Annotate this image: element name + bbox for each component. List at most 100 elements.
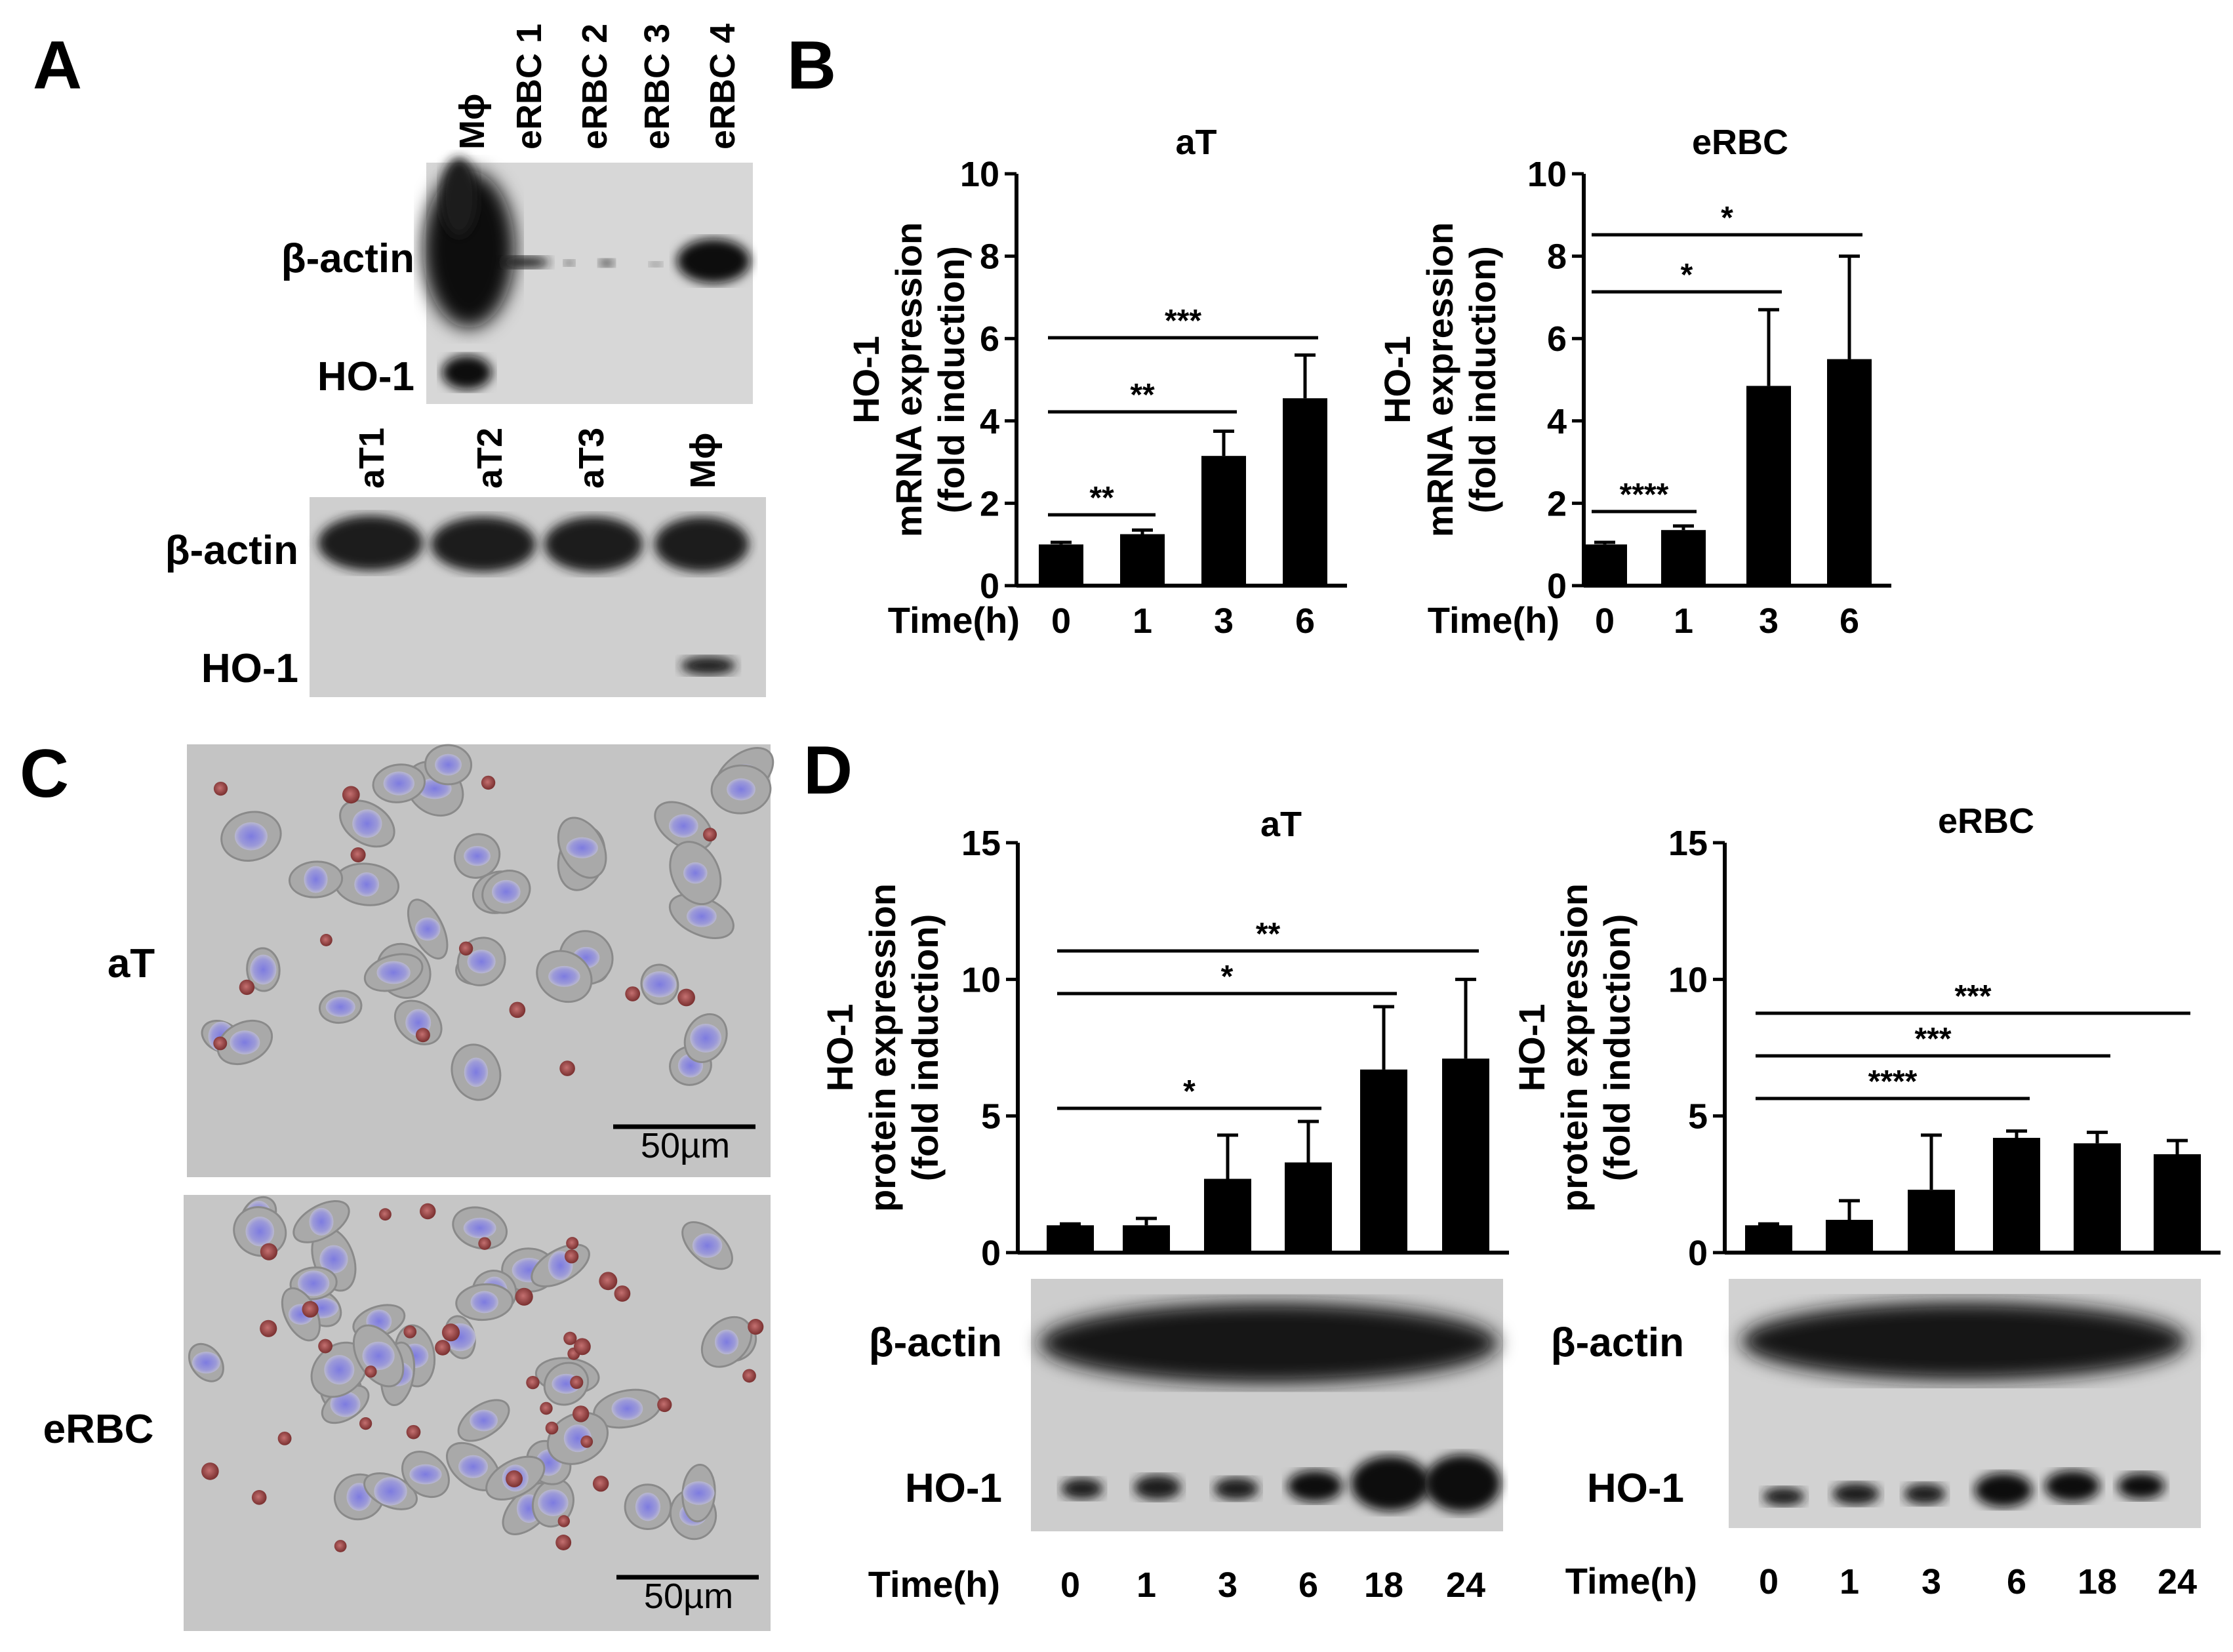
cell-nucleus: [324, 1355, 355, 1385]
x-tick-label: 0: [1051, 601, 1071, 641]
y-tick-label: 4: [980, 402, 999, 441]
cell-nucleus: [548, 965, 580, 987]
red-blood-cell: [251, 1489, 267, 1505]
blot-row-label: β-actin: [281, 236, 414, 281]
micrograph-at: 50µm: [187, 744, 775, 1177]
bar: [1582, 544, 1627, 586]
y-axis-label: protein expression: [1554, 883, 1595, 1212]
red-blood-cell: [260, 1243, 278, 1260]
panel-letter-d: D: [803, 733, 853, 809]
significance-label: *: [1221, 959, 1234, 994]
red-blood-cell: [481, 775, 496, 790]
bar: [1201, 456, 1246, 586]
y-tick-label: 0: [1688, 1234, 1708, 1273]
western-blot-d-erbc: [1729, 1279, 2201, 1528]
cell-nucleus: [383, 771, 414, 796]
western-blot-bottom: [310, 497, 766, 697]
y-tick-label: 2: [980, 484, 999, 523]
panel-letter-a: A: [33, 28, 82, 104]
cell-nucleus: [435, 754, 462, 776]
cell-nucleus: [635, 1492, 661, 1521]
red-blood-cell: [572, 1405, 590, 1422]
cell-nucleus: [470, 1291, 498, 1314]
y-tick-label: 0: [1547, 567, 1567, 606]
y-tick-label: 0: [980, 567, 999, 606]
micrograph-erbc: 50µm: [184, 1195, 771, 1631]
cell-nucleus: [304, 866, 328, 893]
red-blood-cell: [319, 934, 332, 946]
y-axis-label: protein expression: [862, 883, 903, 1212]
x-tick-label: 3: [1759, 601, 1779, 641]
cell-nucleus: [668, 814, 698, 838]
red-blood-cell: [201, 1462, 219, 1480]
significance-label: *: [1721, 201, 1733, 235]
red-blood-cell: [566, 1237, 579, 1250]
red-blood-cell: [599, 1272, 618, 1291]
x-axis-label: Time(h): [868, 1563, 1000, 1605]
x-tick-label: 24: [2158, 1562, 2197, 1602]
y-tick-label: 6: [1547, 319, 1567, 359]
lane-label: eRBC 3: [637, 24, 677, 150]
western-blot-top: [423, 157, 753, 404]
red-blood-cell: [318, 1339, 333, 1354]
red-blood-cell: [277, 1431, 292, 1445]
blot-row-label: HO-1: [1587, 1466, 1684, 1511]
lane-label: eRBC 4: [703, 24, 742, 150]
red-blood-cell: [509, 1001, 526, 1018]
x-tick-label: 3: [1218, 1565, 1237, 1605]
y-tick-label: 5: [981, 1097, 1001, 1137]
blot-row-label: β-actin: [165, 528, 298, 573]
cell-nucleus: [362, 1341, 395, 1371]
y-axis-label: HO-1: [819, 1004, 860, 1092]
y-tick-label: 4: [1547, 402, 1567, 441]
cell-nucleus: [458, 1455, 489, 1478]
micrograph-row-label: aT: [108, 941, 155, 986]
chart-title: aT: [1175, 123, 1217, 162]
red-blood-cell: [526, 1375, 540, 1390]
cell-nucleus: [470, 1409, 498, 1432]
x-tick-label: 1: [1840, 1562, 1859, 1602]
bar: [1123, 1225, 1170, 1253]
red-blood-cell: [478, 1237, 491, 1250]
bar: [1827, 359, 1872, 586]
cell-nucleus: [464, 1057, 489, 1087]
significance-label: **: [1089, 481, 1114, 515]
scale-bar-label: 50µm: [641, 1126, 730, 1165]
lane-label: Mϕ: [683, 433, 723, 489]
x-tick-label: 3: [1214, 601, 1234, 641]
red-blood-cell: [564, 1249, 579, 1264]
cell-nucleus: [374, 1477, 407, 1506]
cell-nucleus: [643, 971, 677, 997]
bar: [1360, 1069, 1407, 1253]
red-blood-cell: [540, 1401, 553, 1415]
red-blood-cell: [441, 1323, 460, 1342]
cell-nucleus: [191, 1352, 220, 1374]
red-blood-cell: [555, 1535, 572, 1550]
y-axis-label: mRNA expression: [1419, 222, 1460, 537]
blot-row-label: HO-1: [201, 646, 298, 691]
bar: [1039, 544, 1083, 586]
panel-letter-b: B: [787, 28, 836, 104]
red-blood-cell: [742, 1369, 756, 1383]
lane-label: aT2: [470, 428, 510, 489]
lane-label: Mϕ: [453, 94, 492, 150]
chart-title: eRBC: [1692, 123, 1788, 162]
bar: [1204, 1179, 1251, 1253]
bar: [1047, 1225, 1094, 1253]
cell-nucleus: [234, 822, 268, 851]
lane-label: eRBC 1: [510, 24, 549, 150]
y-tick-label: 10: [961, 960, 1001, 999]
cell-nucleus: [690, 1024, 722, 1053]
cell-nucleus: [309, 1207, 334, 1236]
western-blot-d-at: [1031, 1279, 1503, 1531]
cell-nucleus: [463, 1217, 496, 1239]
cell-nucleus: [692, 1233, 723, 1259]
cell-nucleus: [611, 1397, 643, 1420]
panel-c: aT eRBC 50µm 50µm: [43, 744, 775, 1631]
red-blood-cell: [213, 1036, 228, 1051]
x-tick-label: 0: [1595, 601, 1615, 641]
bar: [2154, 1154, 2201, 1253]
